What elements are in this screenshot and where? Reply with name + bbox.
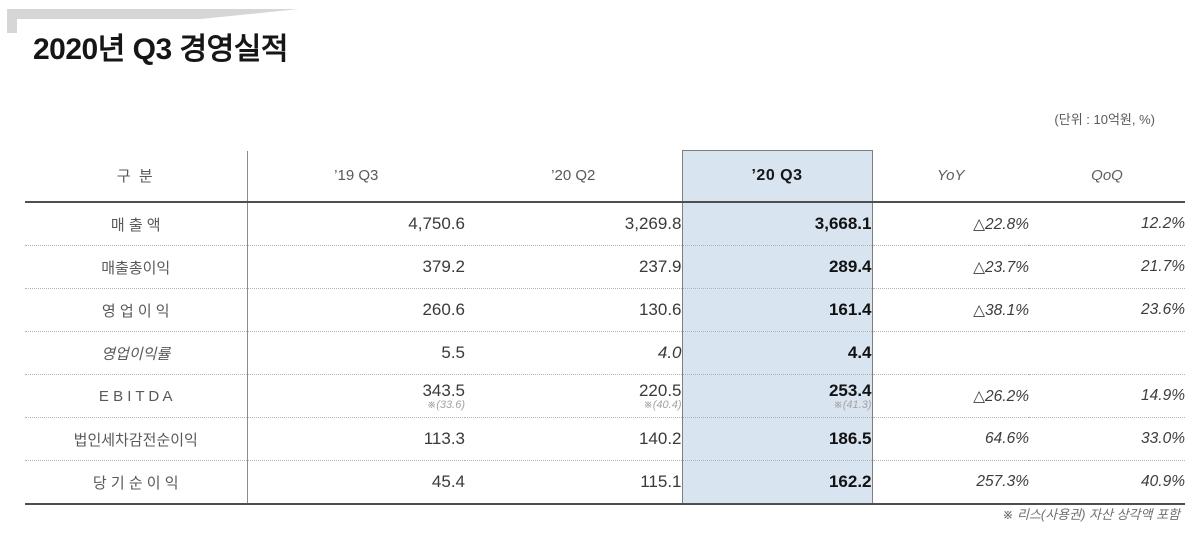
cell-operating-profit-20q2: 130.6 xyxy=(465,288,682,332)
ebitda-20q2-note: ※(40.4) xyxy=(643,399,682,411)
cell-operating-margin-20q3: 4.4 xyxy=(681,331,873,375)
cell-gross-profit-yoy: △23.7% xyxy=(872,245,1029,289)
cell-revenue-qoq: 12.2% xyxy=(1141,215,1185,232)
ebitda-20q3-value: 253.4 xyxy=(828,381,872,400)
cell-ebitda-19q3: 343.5 ※(33.6) xyxy=(247,374,465,418)
cell-net-profit-yoy: 257.3% xyxy=(872,460,1029,505)
column-header-20q2: ’20 Q2 xyxy=(465,150,682,203)
cell-revenue-19q3: 4,750.6 xyxy=(408,214,465,233)
table-row-operating-profit: 영 업 이 익 260.6 130.6 161.4 △38.1% 23.6% xyxy=(25,288,1185,332)
cell-operating-margin-20q2: 4.0 xyxy=(465,331,682,375)
cell-revenue-yoy: △22.8% xyxy=(973,215,1029,233)
column-header-qoq: QoQ xyxy=(1029,150,1185,203)
cell-gross-profit-19q3: 379.2 xyxy=(247,245,465,289)
cell-revenue-20q3: 3,668.1 xyxy=(681,202,873,246)
cell-operating-profit-19q3: 260.6 xyxy=(247,288,465,332)
cell-net-profit-19q3: 45.4 xyxy=(247,460,465,505)
column-header-category: 구 분 xyxy=(25,150,248,203)
cell-operating-profit-qoq: 23.6% xyxy=(1029,288,1185,332)
cell-pretax-profit-20q3: 186.5 xyxy=(681,417,873,461)
table-row-net-profit: 당 기 순 이 익 45.4 115.1 162.2 257.3% 40.9% xyxy=(25,460,1185,505)
cell-gross-profit-qoq: 21.7% xyxy=(1029,245,1185,289)
cell-operating-profit-20q3: 161.4 xyxy=(681,288,873,332)
cell-operating-profit-yoy: △38.1% xyxy=(872,288,1029,332)
table-row-revenue: 매 출 액 4,750.6 3,269.8 3,668.1 △22.8% 12.… xyxy=(25,202,1185,246)
row-label-net-profit: 당 기 순 이 익 xyxy=(25,460,248,505)
cell-ebitda-yoy: △26.2% xyxy=(872,374,1029,418)
row-label-gross-profit: 매출총이익 xyxy=(25,245,248,289)
table-row-gross-profit: 매출총이익 379.2 237.9 289.4 △23.7% 21.7% xyxy=(25,245,1185,289)
ebitda-20q2-value: 220.5 xyxy=(638,381,682,400)
row-label-revenue: 매 출 액 xyxy=(25,202,248,246)
cell-pretax-profit-qoq: 33.0% xyxy=(1029,417,1185,461)
results-table: 구 분 ’19 Q3 ’20 Q2 ’20 Q3 YoY QoQ 매 출 액 4… xyxy=(25,150,1185,505)
column-header-yoy: YoY xyxy=(872,150,1029,203)
cell-ebitda-20q3: 253.4 ※(41.3) xyxy=(681,374,873,418)
table-row-operating-margin: 영업이익률 5.5 4.0 4.4 xyxy=(25,331,1185,375)
column-header-20q3-highlighted: ’20 Q3 xyxy=(681,150,873,203)
cell-revenue-20q2: 3,269.8 xyxy=(624,214,682,233)
column-header-19q3: ’19 Q3 xyxy=(247,150,465,203)
cell-pretax-profit-yoy: 64.6% xyxy=(872,417,1029,461)
cell-net-profit-20q3: 162.2 xyxy=(681,460,873,505)
ebitda-19q3-note: ※(33.6) xyxy=(427,399,465,411)
table-row-pretax-profit: 법인세차감전순이익 113.3 140.2 186.5 64.6% 33.0% xyxy=(25,417,1185,461)
ebitda-19q3-value: 343.5 xyxy=(422,381,465,400)
cell-net-profit-20q2: 115.1 xyxy=(465,460,682,505)
cell-gross-profit-20q2: 237.9 xyxy=(465,245,682,289)
table-row-ebitda: E B I T D A 343.5 ※(33.6) 220.5 ※(40.4) … xyxy=(25,374,1185,418)
cell-operating-margin-qoq xyxy=(1029,331,1185,375)
row-label-ebitda: E B I T D A xyxy=(25,374,248,418)
accent-bar xyxy=(7,9,299,33)
row-label-operating-margin: 영업이익률 xyxy=(25,331,248,375)
row-label-operating-profit: 영 업 이 익 xyxy=(25,288,248,332)
cell-net-profit-qoq: 40.9% xyxy=(1029,460,1185,505)
row-label-pretax-profit: 법인세차감전순이익 xyxy=(25,417,248,461)
table-header-row: 구 분 ’19 Q3 ’20 Q2 ’20 Q3 YoY QoQ xyxy=(25,150,1185,203)
ebitda-20q3-note: ※(41.3) xyxy=(833,399,872,411)
unit-label: (단위 : 10억원, %) xyxy=(1054,112,1155,127)
page-title: 2020년 Q3 경영실적 xyxy=(33,33,288,66)
footnote: ※ 리스(사용권) 자산 상각액 포함 xyxy=(1002,507,1180,522)
cell-ebitda-20q2: 220.5 ※(40.4) xyxy=(465,374,682,418)
cell-pretax-profit-20q2: 140.2 xyxy=(465,417,682,461)
cell-ebitda-qoq: 14.9% xyxy=(1029,374,1185,418)
cell-operating-margin-19q3: 5.5 xyxy=(247,331,465,375)
cell-operating-margin-yoy xyxy=(872,331,1029,375)
cell-pretax-profit-19q3: 113.3 xyxy=(247,417,465,461)
cell-gross-profit-20q3: 289.4 xyxy=(681,245,873,289)
